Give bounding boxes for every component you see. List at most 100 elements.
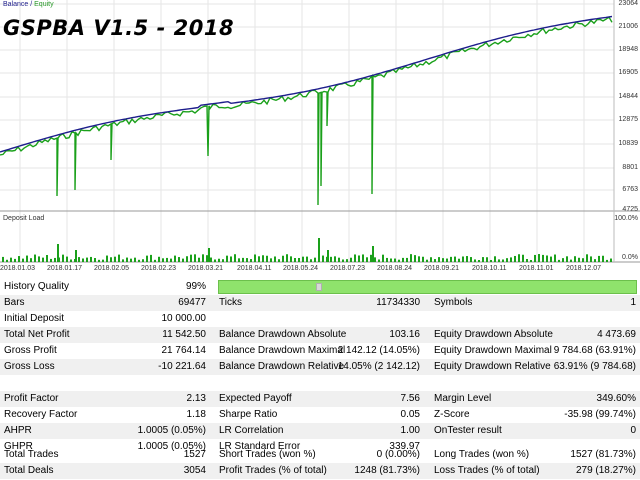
deposit-load-bar: [310, 259, 312, 262]
deposit-load-bar: [470, 257, 472, 262]
stat-value: 63.91% (9 784.68): [553, 361, 636, 372]
stat-label: Margin Level: [434, 393, 492, 404]
deposit-load-bar: [322, 255, 324, 262]
deposit-load-bar: [222, 259, 224, 262]
stat-value: 0 (0.00%): [376, 449, 420, 460]
chart-legend: Balance / Equity: [3, 1, 54, 8]
stat-label: Loss Trades (% of total): [434, 465, 540, 476]
deposit-load-bar: [594, 259, 596, 262]
deposit-load-bar: [154, 259, 156, 262]
deposit-load-bar: [170, 258, 172, 262]
deposit-load-bar: [514, 255, 516, 262]
stat-label: Profit Factor: [4, 393, 59, 404]
deposit-load-bar: [75, 250, 77, 262]
x-tick: 2018.03.21: [188, 265, 224, 272]
deposit-load-bar: [298, 257, 300, 262]
chart-title: GSPBA V1.5 - 2018: [3, 16, 235, 40]
deposit-load-bar: [398, 259, 400, 262]
deposit-load-bar: [194, 254, 196, 262]
deposit-load-bar: [270, 258, 272, 262]
deposit-load-bar: [282, 255, 284, 262]
deposit-load-bar: [482, 257, 484, 262]
stat-label: Balance Drawdown Relative: [219, 361, 345, 372]
stat-value: 11 542.50: [162, 329, 206, 340]
stat-value: 0: [630, 425, 636, 436]
deposit-load-bar: [374, 257, 376, 262]
deposit-load-bar: [342, 259, 344, 262]
deposit-load-bar: [38, 256, 40, 262]
x-tick: 2018.05.24: [283, 265, 319, 272]
stat-value: 0.05: [400, 409, 420, 420]
deposit-load-bar: [582, 258, 584, 262]
deposit-load-bar: [294, 257, 296, 262]
deposit-load-bar: [574, 256, 576, 262]
deposit-load-bar: [327, 250, 329, 262]
deposit-load-bar: [506, 258, 508, 262]
balance-equity-chart: Balance / Equity GSPBA V1.5 - 2018 Depos…: [0, 0, 640, 272]
deposit-load-bar: [186, 256, 188, 262]
deposit-load-bar: [366, 257, 368, 262]
stat-label: Ticks: [219, 297, 242, 308]
deposit-load-bar: [254, 254, 256, 262]
deposit-load-bar: [46, 255, 48, 262]
deposit-load-bar: [226, 255, 228, 262]
stat-label: LR Correlation: [219, 425, 284, 436]
deposit-load-bar: [394, 258, 396, 262]
deposit-load-bar: [498, 259, 500, 262]
deposit-load-bar: [382, 254, 384, 262]
stat-label: Equity Drawdown Maximal: [434, 345, 552, 356]
y-tick: 8801: [622, 164, 638, 171]
report-row: Total Net Profit 11 542.50 Balance Drawd…: [0, 327, 640, 343]
deposit-load-bar: [22, 258, 24, 262]
deposit-load-bar: [258, 256, 260, 262]
deposit-load-bar: [2, 256, 4, 262]
stat-value: 7.56: [400, 393, 420, 404]
deposit-load-bar: [30, 258, 32, 262]
deposit-load-bar: [166, 257, 168, 262]
x-tick: 2018.11.01: [519, 265, 554, 272]
deposit-load-bar: [418, 256, 420, 262]
deposit-load-bar: [198, 257, 200, 262]
deposit-load-bar: [86, 257, 88, 262]
deposit-load-bar: [566, 256, 568, 262]
legend-separator: /: [28, 1, 35, 8]
deposit-load-bar: [386, 257, 388, 262]
deposit-load-bar: [402, 257, 404, 262]
stat-label: GHPR: [4, 441, 33, 452]
stat-label: Total Net Profit: [4, 329, 70, 340]
y-tick: 18948: [618, 46, 638, 53]
stat-value: 103.16: [389, 329, 420, 340]
deposit-load-bar: [26, 255, 28, 262]
report-row: Total Trades 1527 Short Trades (won %) 0…: [0, 447, 640, 463]
deposit-load-bar: [410, 254, 412, 262]
deposit-load-bar: [122, 259, 124, 262]
deposit-load-bar: [278, 259, 280, 262]
stat-label: Equity Drawdown Absolute: [434, 329, 553, 340]
deposit-tick: 0.0%: [622, 254, 638, 261]
report-row: Bars 69477 Ticks 11734330 Symbols 1: [0, 295, 640, 311]
y-tick: 6763: [622, 186, 638, 193]
deposit-load-bar: [442, 258, 444, 262]
x-tick: 2018.08.24: [377, 265, 413, 272]
deposit-load-bar: [558, 259, 560, 262]
stat-value: 1527 (81.73%): [570, 449, 636, 460]
y-tick: 4725: [622, 206, 638, 213]
deposit-load-bar: [118, 254, 120, 262]
stat-value: 3054: [183, 465, 206, 476]
deposit-load-bar: [390, 258, 392, 262]
stat-label: LR Standard Error: [219, 441, 301, 452]
deposit-load-bar: [562, 258, 564, 262]
deposit-load-bar: [362, 254, 364, 262]
deposit-load-bar: [174, 255, 176, 262]
deposit-load-bar: [526, 258, 528, 262]
deposit-load-bar: [130, 258, 132, 262]
stat-label: Bars: [4, 297, 25, 308]
deposit-load-bar: [98, 259, 100, 262]
deposit-load-bar: [290, 256, 292, 262]
deposit-load-bar: [538, 254, 540, 262]
deposit-load-bar: [214, 259, 216, 262]
deposit-load-bar: [406, 257, 408, 262]
report-row: Initial Deposit 10 000.00: [0, 311, 640, 327]
stat-label: Sharpe Ratio: [219, 409, 278, 420]
deposit-load-bar: [422, 256, 424, 262]
